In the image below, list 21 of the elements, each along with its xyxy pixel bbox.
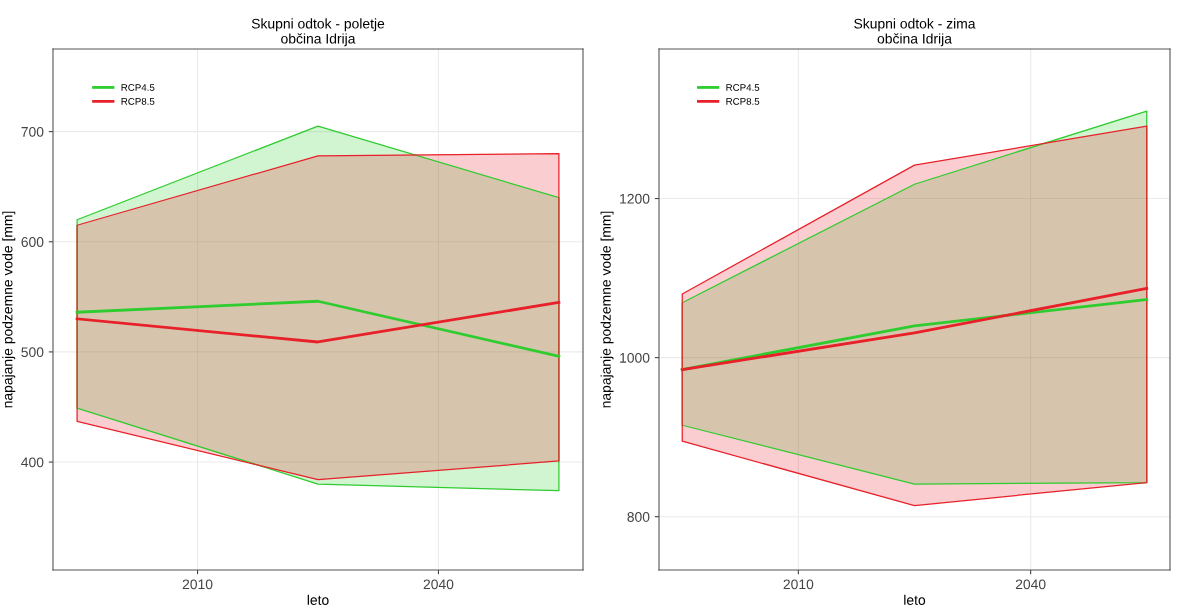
y-tick-label: 700	[21, 126, 44, 137]
x-tick-label: 2040	[1015, 579, 1046, 590]
y-tick-label: 1000	[620, 352, 650, 363]
legend-label: RCP4.5	[121, 84, 155, 91]
y-axis-title: napajanje podzemne vode [mm]	[2, 211, 16, 408]
y-tick-label: 800	[627, 512, 650, 522]
chart-title: Skupni odtok - poletje občina Idrija	[251, 18, 385, 47]
legend-label: RCP4.5	[726, 84, 760, 91]
x-axis-title: leto	[904, 594, 926, 605]
y-tick-label: 500	[21, 347, 44, 358]
x-tick-label: 2010	[783, 579, 814, 590]
x-axis-title: leto	[307, 594, 329, 605]
x-tick-label: 2040	[423, 579, 454, 590]
y-tick-label: 600	[21, 237, 44, 247]
x-tick-label: 2010	[182, 579, 213, 590]
y-tick-label: 400	[21, 457, 44, 468]
legend-label: RCP8.5	[726, 97, 760, 105]
y-axis-title: napajanje podzemne vode [mm]	[600, 211, 614, 408]
chart-title: Skupni odtok - zima občina Idrija	[854, 18, 976, 47]
y-tick-label: 1200	[620, 193, 650, 204]
legend-label: RCP8.5	[121, 97, 155, 105]
